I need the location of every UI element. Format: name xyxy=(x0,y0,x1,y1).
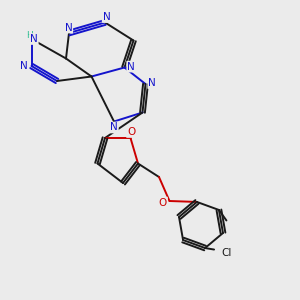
Text: O: O xyxy=(127,127,135,137)
Text: N: N xyxy=(30,34,38,44)
Text: Cl: Cl xyxy=(222,248,232,258)
Text: N: N xyxy=(127,61,135,72)
Text: N: N xyxy=(64,22,72,33)
Text: N: N xyxy=(20,61,28,71)
Text: N: N xyxy=(110,122,118,133)
Text: N: N xyxy=(148,78,156,88)
Text: O: O xyxy=(159,197,167,208)
Text: H: H xyxy=(26,31,32,40)
Text: N: N xyxy=(103,12,110,22)
